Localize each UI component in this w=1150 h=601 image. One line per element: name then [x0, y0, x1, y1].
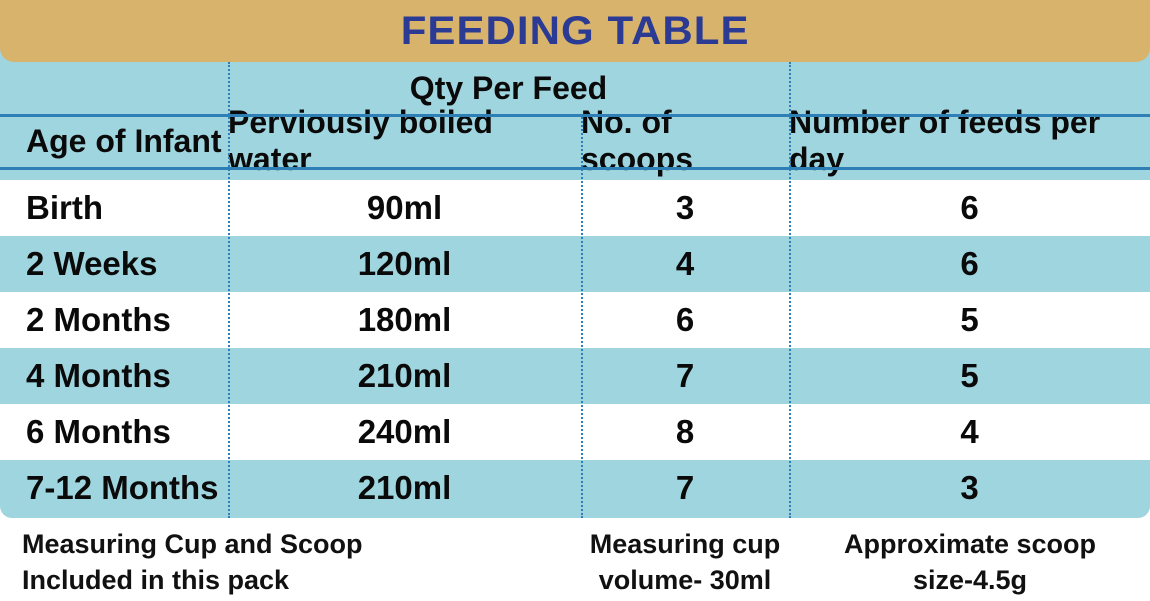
column-divider — [228, 62, 230, 518]
header-scoops: No. of scoops — [581, 104, 694, 177]
table-row: 4 Months 210ml 7 5 — [0, 348, 1150, 404]
scoops-cell: 4 — [675, 245, 695, 282]
feeds-cell: 3 — [960, 469, 979, 506]
age-cell: 2 Months — [26, 301, 171, 338]
water-cell: 180ml — [357, 301, 452, 338]
water-cell: 210ml — [357, 469, 452, 506]
table-row: 2 Weeks 120ml 4 6 — [0, 236, 1150, 292]
scoops-cell: 6 — [675, 301, 695, 338]
scoops-cell: 8 — [675, 413, 695, 450]
feeding-table: FEEDING TABLE Qty Per Feed Age of Infant… — [0, 0, 1150, 518]
header-bottom-rule — [0, 167, 1150, 170]
header-water: Perviously boiled water — [228, 104, 493, 177]
feeds-cell: 5 — [960, 301, 979, 338]
feeds-cell: 6 — [960, 245, 979, 282]
water-cell: 240ml — [357, 413, 452, 450]
cup-volume-note: Measuring cup volume- 30ml — [589, 529, 781, 595]
age-cell: Birth — [26, 189, 103, 226]
age-cell: 6 Months — [26, 413, 171, 450]
header-feeds: Number of feeds per day — [789, 104, 1101, 177]
feeds-cell: 5 — [960, 357, 979, 394]
table-row: 2 Months 180ml 6 5 — [0, 292, 1150, 348]
table-title: FEEDING TABLE — [400, 8, 750, 53]
table-row: 6 Months 240ml 8 4 — [0, 404, 1150, 460]
water-cell: 120ml — [357, 245, 452, 282]
age-cell: 4 Months — [26, 357, 171, 394]
water-cell: 210ml — [357, 357, 452, 394]
title-bar: FEEDING TABLE — [0, 0, 1150, 62]
qty-per-feed-header: Qty Per Feed — [409, 69, 608, 106]
table-row: 7-12 Months 210ml 7 3 — [0, 460, 1150, 516]
header-age: Age of Infant — [26, 122, 222, 159]
header-top-rule — [0, 114, 1150, 117]
table-row: Birth 90ml 3 6 — [0, 180, 1150, 236]
scoops-cell: 7 — [675, 469, 695, 506]
scoops-cell: 7 — [675, 357, 695, 394]
measuring-cup-note: Measuring Cup and Scoop Included in this… — [22, 529, 363, 595]
water-cell: 90ml — [366, 189, 443, 226]
feeds-cell: 6 — [960, 189, 979, 226]
age-cell: 2 Weeks — [26, 245, 158, 282]
column-header-row: Age of Infant Perviously boiled water No… — [0, 104, 1150, 177]
column-divider — [581, 114, 583, 518]
scoop-size-note: Approximate scoop size-4.5g — [843, 529, 1097, 595]
feeds-cell: 4 — [960, 413, 979, 450]
age-cell: 7-12 Months — [26, 469, 219, 506]
column-divider — [789, 62, 791, 518]
group-header-row: Qty Per Feed — [0, 62, 1150, 114]
scoops-cell: 3 — [675, 189, 695, 226]
